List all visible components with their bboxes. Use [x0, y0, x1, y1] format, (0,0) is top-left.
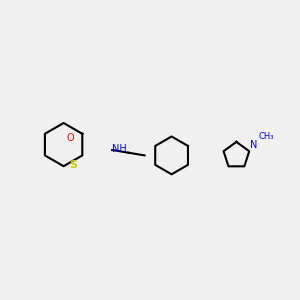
Text: S: S	[69, 160, 77, 170]
Text: NH: NH	[112, 144, 126, 154]
Text: N: N	[250, 140, 258, 150]
Text: O: O	[67, 133, 74, 143]
Text: CH₃: CH₃	[258, 132, 274, 141]
